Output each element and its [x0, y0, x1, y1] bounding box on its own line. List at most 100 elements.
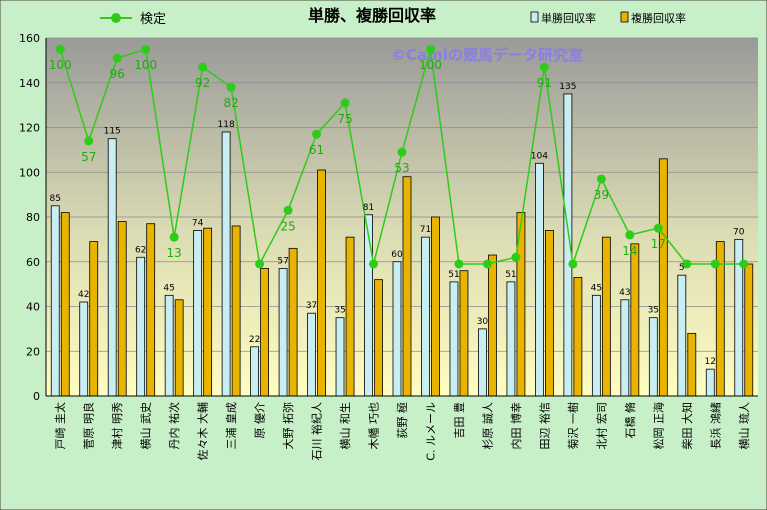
line-data-label: 96	[110, 67, 125, 81]
line-point	[283, 205, 293, 215]
bar-tansho	[79, 301, 89, 397]
bar-data-label: 5	[679, 263, 685, 273]
x-tick-label: 横山 琉人	[737, 402, 751, 450]
bar-data-label: 57	[277, 256, 288, 266]
bar-data-label: 118	[218, 120, 235, 130]
bar-tansho	[535, 162, 544, 397]
legend-label-fukusho: 複勝回収率	[631, 11, 686, 25]
bar-data-label: 115	[104, 127, 121, 137]
bar-tansho	[648, 317, 658, 397]
bar-data-label: 51	[505, 270, 516, 280]
line-data-label: 75	[337, 112, 352, 126]
line-point	[84, 136, 94, 146]
line-data-label: 53	[394, 161, 409, 175]
line-point	[739, 259, 749, 269]
line-point	[397, 147, 407, 157]
line-data-label: 57	[81, 150, 96, 164]
bar-fukusho	[658, 158, 668, 397]
bar-data-label: 22	[249, 335, 260, 345]
bar-tansho	[620, 299, 630, 397]
x-tick-label: 津村 明秀	[110, 402, 124, 450]
line-data-label: 100	[419, 58, 442, 72]
line-data-label: 100	[134, 58, 157, 72]
bar-fukusho	[488, 254, 497, 397]
bar-fukusho	[459, 270, 469, 397]
x-tick-label: 荻野 極	[395, 402, 409, 439]
line-point	[568, 259, 578, 269]
line-data-label: 92	[195, 76, 210, 90]
bar-data-label: 42	[78, 290, 89, 300]
x-tick-label: C. ルメール	[424, 402, 437, 461]
bar-tansho	[278, 268, 288, 397]
line-point	[55, 44, 65, 54]
y-tick-label: 20	[26, 345, 40, 358]
line-data-label: 14	[622, 244, 637, 258]
legend: 検定 単勝回収率 複勝回収率	[100, 11, 686, 27]
y-tick-label: 120	[19, 122, 40, 135]
y-tick-label: 0	[33, 390, 40, 403]
bar-data-label: 12	[705, 357, 716, 367]
x-tick-label: 菅原 明良	[82, 402, 96, 450]
bar-data-label: 45	[591, 283, 602, 293]
x-tick-label: 木幡 巧也	[367, 402, 381, 450]
bar-data-label: 74	[192, 218, 204, 228]
x-tick-label: 佐々木 大輔	[196, 402, 210, 461]
x-tick-label: 田辺 裕信	[538, 402, 551, 450]
bar-data-label: 45	[163, 283, 174, 293]
bar-tansho	[591, 294, 601, 397]
bar-tansho	[392, 261, 402, 397]
bar-fukusho	[117, 221, 127, 397]
y-tick-label: 80	[26, 211, 40, 224]
x-tick-label: 丹内 祐次	[167, 402, 181, 450]
bar-data-label: 70	[733, 227, 745, 237]
line-data-label: 61	[309, 143, 324, 157]
line-data-label: 39	[594, 188, 609, 202]
line-data-label: 82	[223, 96, 238, 110]
bar-fukusho	[146, 223, 156, 397]
bar-fukusho	[374, 279, 383, 397]
y-tick-label: 100	[19, 166, 40, 179]
line-point	[169, 232, 179, 242]
line-point	[141, 44, 151, 54]
bar-tansho	[421, 236, 430, 397]
line-point	[425, 44, 435, 54]
bar-data-label: 35	[648, 306, 659, 316]
bar-fukusho	[744, 263, 754, 397]
bar-fukusho	[60, 212, 70, 397]
x-tick-label: 菊沢 一樹	[566, 402, 580, 450]
bar-tansho	[506, 281, 516, 397]
bar-tansho	[705, 368, 715, 397]
x-tick-label: 戸崎 圭太	[53, 402, 67, 450]
bar-tansho	[677, 274, 687, 397]
bar-fukusho	[288, 247, 298, 397]
bar-data-label: 60	[391, 250, 403, 260]
bar-fukusho	[345, 236, 355, 397]
line-point	[596, 174, 606, 184]
bar-data-label: 81	[363, 203, 374, 213]
bar-tansho	[478, 328, 487, 397]
y-tick-label: 140	[19, 77, 40, 90]
legend-label-tansho: 単勝回収率	[541, 11, 596, 25]
bar-data-label: 62	[135, 245, 146, 255]
bar-fukusho	[174, 299, 184, 397]
legend-label-kentei: 検定	[140, 12, 166, 27]
line-point	[653, 223, 663, 233]
bar-fukusho	[545, 230, 554, 397]
bar-tansho	[221, 131, 231, 397]
chart-title: 単勝、複勝回収率	[308, 6, 436, 25]
bar-tansho	[364, 214, 373, 397]
x-tick-label: 石川 裕紀人	[311, 402, 324, 461]
y-tick-label: 160	[19, 32, 40, 45]
bar-fukusho	[687, 332, 697, 397]
x-tick-label: 長浜 鴻緒	[708, 402, 722, 450]
line-point	[226, 82, 236, 92]
bar-fukusho	[630, 243, 640, 397]
bar-fukusho	[431, 216, 440, 397]
legend-swatch-tansho	[530, 11, 539, 23]
x-tick-label: 吉田 豊	[453, 402, 466, 439]
bar-fukusho	[601, 236, 611, 397]
line-point	[340, 98, 350, 108]
x-tick-label: 原 優介	[254, 402, 267, 439]
bar-tansho	[107, 138, 117, 397]
